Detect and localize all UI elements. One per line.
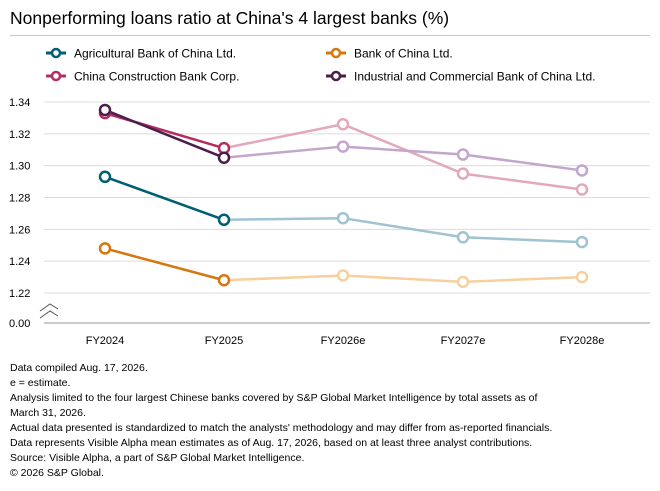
footnote-line: Data represents Visible Alpha mean estim… xyxy=(10,437,533,449)
y-tick-label: 1.34 xyxy=(9,97,30,109)
series-line-estimate xyxy=(223,123,583,191)
data-point xyxy=(336,140,350,153)
x-tick-label: FY2028e xyxy=(560,335,605,347)
legend-label: Bank of China Ltd. xyxy=(354,47,453,61)
data-point xyxy=(98,242,112,255)
x-axis: FY2024 FY2025 FY2026e FY2027e FY2028e xyxy=(86,335,605,347)
y-tick-label: 1.30 xyxy=(9,161,30,173)
footnote-line: e = estimate. xyxy=(10,377,71,389)
data-point xyxy=(456,167,470,180)
title-divider xyxy=(10,35,650,36)
axis-break-icon xyxy=(38,302,62,319)
legend-swatch-marker xyxy=(330,47,342,59)
series-line-actual xyxy=(104,247,225,282)
data-point xyxy=(98,170,112,184)
axis-break-stroke xyxy=(39,303,59,312)
x-tick-label: FY2025 xyxy=(205,335,244,347)
series-lines xyxy=(104,108,583,284)
y-tick-label: 1.22 xyxy=(9,288,30,300)
legend-label: Agricultural Bank of China Ltd. xyxy=(74,47,236,61)
y-tick-label: 1.32 xyxy=(9,129,30,141)
data-point xyxy=(456,275,470,289)
series-line-estimate xyxy=(223,145,583,172)
chart-title: Nonperforming loans ratio at China's 4 l… xyxy=(10,8,450,28)
data-point xyxy=(336,269,350,282)
footnote-line: March 31, 2026. xyxy=(10,407,86,419)
y-axis: 1.34 1.32 1.30 1.28 1.26 1.24 1.22 0.00 xyxy=(9,97,30,330)
legend-swatch-marker xyxy=(50,70,62,82)
data-point xyxy=(217,213,231,227)
legend-label: China Construction Bank Corp. xyxy=(74,70,239,84)
y-tick-label: 0.00 xyxy=(9,318,30,330)
data-point xyxy=(575,235,589,249)
legend: Agricultural Bank of China Ltd. Bank of C… xyxy=(46,47,595,84)
axis-break-stroke xyxy=(39,310,59,319)
data-point xyxy=(575,164,589,177)
legend-item: China Construction Bank Corp. xyxy=(46,70,239,84)
series-line-actual xyxy=(104,108,225,159)
footnote-line: Analysis limited to the four largest Chi… xyxy=(10,392,538,404)
data-point xyxy=(217,151,231,164)
data-point xyxy=(217,274,231,287)
grid xyxy=(38,101,650,324)
legend-label: Industrial and Commercial Bank of China … xyxy=(354,70,595,84)
x-tick-label: FY2027e xyxy=(441,335,486,347)
data-point xyxy=(456,231,470,244)
footnote-line: © 2026 S&P Global. xyxy=(10,467,104,479)
x-tick-label: FY2026e xyxy=(321,335,366,347)
legend-item: Industrial and Commercial Bank of China … xyxy=(326,70,595,84)
footnotes: Data compiled Aug. 17, 2026. e = estimate… xyxy=(10,361,650,481)
data-point xyxy=(575,183,589,196)
legend-swatch-marker xyxy=(50,47,62,59)
data-point xyxy=(336,211,350,225)
footnote-line: Source: Visible Alpha, a part of S&P Glo… xyxy=(10,452,305,464)
x-tick-label: FY2024 xyxy=(86,335,125,347)
y-tick-label: 1.24 xyxy=(9,256,30,268)
data-point xyxy=(98,103,112,117)
y-tick-label: 1.26 xyxy=(9,224,30,236)
line-chart: Agricultural Bank of China Ltd. Bank of C… xyxy=(9,47,650,347)
data-point xyxy=(336,118,350,131)
footnote-line: Data compiled Aug. 17, 2026. xyxy=(10,362,148,374)
series-line-estimate xyxy=(223,274,583,284)
series-line-estimate xyxy=(223,216,583,244)
data-point xyxy=(456,148,470,161)
data-point xyxy=(575,270,589,284)
series-points xyxy=(98,103,589,289)
legend-swatch-marker xyxy=(330,70,342,82)
legend-item: Agricultural Bank of China Ltd. xyxy=(46,47,236,61)
footnote-line: Actual data presented is standardized to… xyxy=(10,422,553,434)
legend-item: Bank of China Ltd. xyxy=(326,47,453,61)
series-line-actual xyxy=(104,175,225,221)
y-tick-label: 1.28 xyxy=(9,193,30,205)
